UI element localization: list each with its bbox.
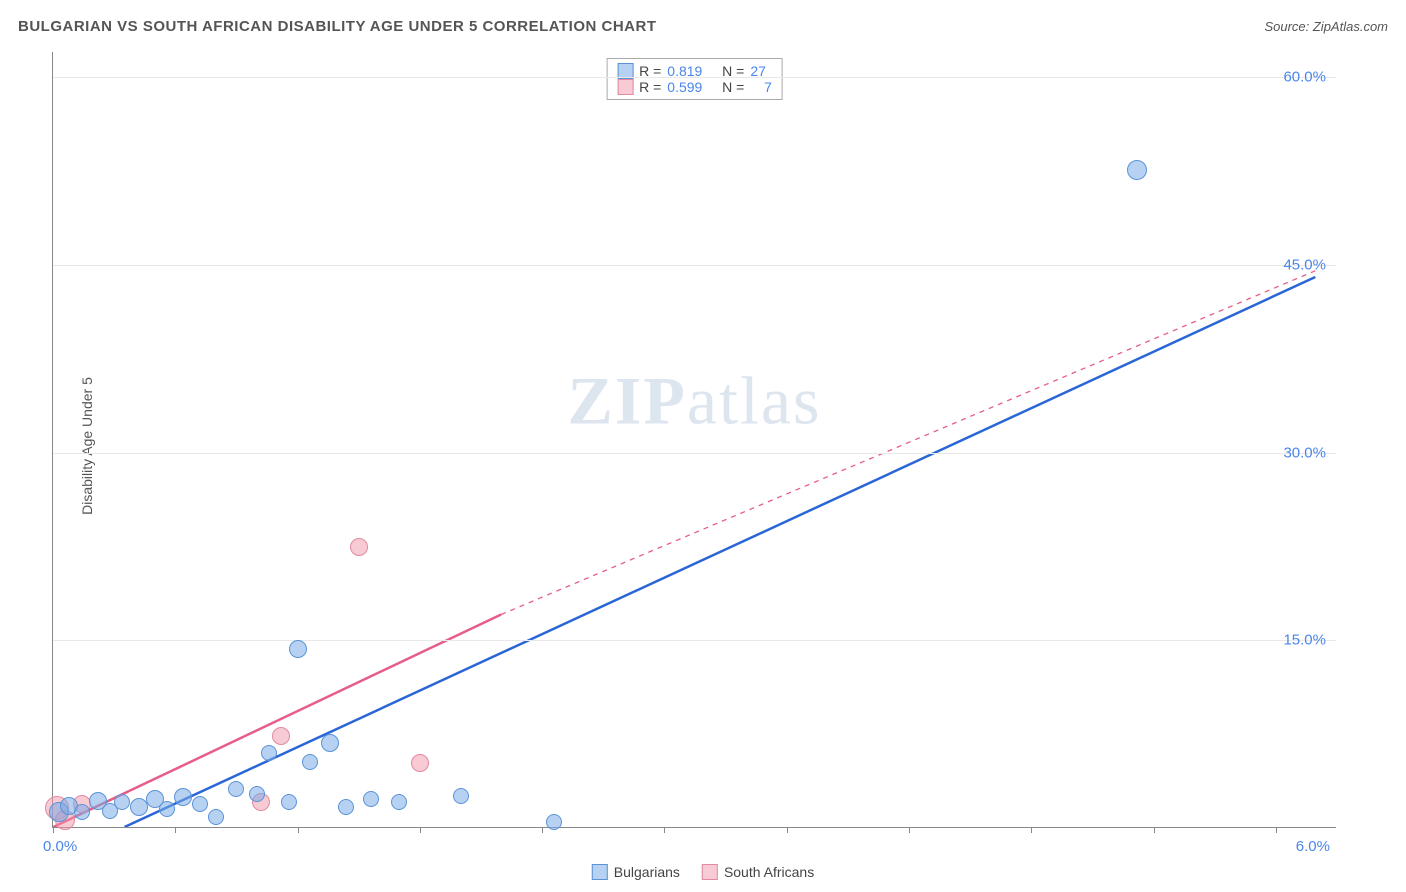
data-point xyxy=(363,791,379,807)
scatter-plot: ZIPatlas R = 0.819 N = 27 R = 0.599 N = … xyxy=(52,52,1336,828)
data-point xyxy=(546,814,562,830)
legend-item-bulgarians: Bulgarians xyxy=(592,864,680,880)
chart-source: Source: ZipAtlas.com xyxy=(1264,19,1388,34)
x-axis-min-label: 0.0% xyxy=(43,838,77,855)
data-point xyxy=(249,786,265,802)
chart-header: BULGARIAN VS SOUTH AFRICAN DISABILITY AG… xyxy=(18,18,1388,35)
data-point xyxy=(302,754,318,770)
data-point xyxy=(192,796,208,812)
data-point xyxy=(114,794,130,810)
data-point xyxy=(208,809,224,825)
data-point xyxy=(338,799,354,815)
data-point xyxy=(74,804,90,820)
legend-item-south-africans: South Africans xyxy=(702,864,814,880)
data-point xyxy=(1127,160,1147,180)
data-point xyxy=(228,781,244,797)
data-point xyxy=(350,538,368,556)
swatch-icon xyxy=(592,864,608,880)
chart-title: BULGARIAN VS SOUTH AFRICAN DISABILITY AG… xyxy=(18,18,657,35)
data-point xyxy=(391,794,407,810)
series-legend: Bulgarians South Africans xyxy=(592,864,814,880)
data-point xyxy=(281,794,297,810)
data-point xyxy=(130,798,148,816)
data-point xyxy=(411,754,429,772)
x-axis-max-label: 6.0% xyxy=(1296,838,1330,855)
y-tick-label: 30.0% xyxy=(1283,444,1326,461)
legend-row-south-africans: R = 0.599 N = 7 xyxy=(617,79,772,95)
data-point xyxy=(159,801,175,817)
swatch-south-africans xyxy=(617,79,633,95)
swatch-icon xyxy=(702,864,718,880)
data-point xyxy=(453,788,469,804)
y-tick-label: 60.0% xyxy=(1283,69,1326,86)
data-point xyxy=(174,788,192,806)
y-tick-label: 15.0% xyxy=(1283,632,1326,649)
watermark: ZIPatlas xyxy=(568,361,822,440)
data-point xyxy=(321,734,339,752)
y-tick-label: 45.0% xyxy=(1283,256,1326,273)
correlation-legend: R = 0.819 N = 27 R = 0.599 N = 7 xyxy=(606,58,783,100)
data-point xyxy=(272,727,290,745)
data-point xyxy=(261,745,277,761)
data-point xyxy=(289,640,307,658)
